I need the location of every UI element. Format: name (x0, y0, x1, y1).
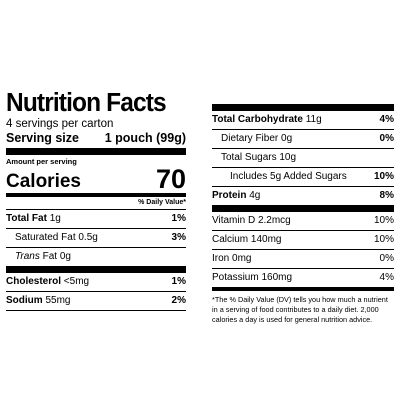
nutrient-amount: 0.5g (78, 232, 98, 243)
vitamin-row-potassium: Potassium 160mg 4% (212, 269, 394, 291)
nutrition-left-panel: Nutrition Facts 4 servings per carton Se… (6, 88, 186, 311)
nutrition-facts-title: Nutrition Facts (6, 89, 167, 117)
nutrient-dv: 4% (379, 114, 394, 125)
serving-size-value: 1 pouch (99g) (104, 131, 186, 145)
nutrient-row-total-carbohydrate: Total Carbohydrate 11g 4% (212, 104, 394, 130)
nutrient-amount: 55mg (45, 295, 71, 306)
nutrient-dv: 3% (171, 232, 186, 243)
vitamin-amount: 140mg (250, 234, 282, 245)
servings-per-container: 4 servings per carton (6, 118, 114, 130)
nutrient-dv: 1% (171, 213, 186, 224)
vitamin-name: Potassium (212, 272, 259, 283)
vitamin-dv: 4% (379, 272, 394, 283)
nutrient-dv: 8% (379, 190, 394, 201)
nutrient-row-total-fat: Total Fat 1g 1% (6, 210, 186, 229)
calories-row: Calories 70 (6, 166, 186, 197)
daily-value-header: % Daily Value* (6, 197, 186, 210)
nutrient-amount: 1g (49, 213, 61, 224)
nutrient-amount: Fat 0g (42, 251, 71, 262)
nutrient-dv: 2% (171, 295, 186, 306)
vitamin-name: Iron (212, 253, 230, 264)
nutrient-name: Sodium (6, 295, 43, 306)
nutrient-row-added-sugars: Includes 5g Added Sugars 10% (212, 168, 394, 187)
vitamin-name: Vitamin D (212, 215, 256, 226)
nutrient-row-total-sugars: Total Sugars 10g (212, 149, 394, 168)
calories-value: 70 (155, 164, 186, 194)
nutrient-row-trans-fat: Trans Fat 0g (6, 248, 186, 273)
nutrient-dv: 1% (171, 276, 186, 287)
vitamin-dv: 10% (373, 234, 394, 245)
vitamin-dv: 10% (373, 215, 394, 226)
nutrient-name: Total Carbohydrate (212, 114, 303, 125)
nutrient-name: Protein (212, 190, 247, 201)
nutrient-dv: 10% (373, 171, 394, 182)
nutrient-name: Dietary Fiber (221, 133, 279, 144)
nutrient-amount: 11g (305, 114, 322, 125)
calories-label: Calories (6, 171, 81, 192)
nutrient-row-saturated-fat: Saturated Fat 0.5g 3% (6, 229, 186, 248)
daily-value-footnote: *The % Daily Value (DV) tells you how mu… (212, 295, 388, 324)
nutrient-row-dietary-fiber: Dietary Fiber 0g 0% (212, 130, 394, 149)
nutrient-row-cholesterol: Cholesterol <5mg 1% (6, 273, 186, 292)
nutrient-row-sodium: Sodium 55mg 2% (6, 292, 186, 311)
nutrition-right-panel: Total Carbohydrate 11g 4% Dietary Fiber … (212, 104, 394, 325)
vitamin-amount: 0mg (232, 253, 252, 264)
nutrient-name: Trans (15, 251, 40, 262)
serving-size-label: Serving size (6, 131, 79, 145)
nutrient-name: Total Fat (6, 213, 47, 224)
nutrient-name: Saturated Fat (15, 232, 76, 243)
vitamin-row-calcium: Calcium 140mg 10% (212, 231, 394, 250)
vitamin-row-vitamin-d: Vitamin D 2.2mcg 10% (212, 212, 394, 231)
nutrient-amount: 4g (249, 190, 261, 201)
nutrient-name: Includes 5g Added Sugars (230, 171, 347, 182)
nutrient-name: Cholesterol (6, 276, 62, 287)
serving-size-row: Serving size 1 pouch (99g) (6, 131, 186, 155)
nutrient-name: Total Sugars (221, 152, 277, 163)
nutrient-dv: 0% (379, 133, 394, 144)
amount-per-serving: Amount per serving (6, 157, 77, 166)
vitamin-amount: 2.2mcg (257, 215, 291, 226)
vitamin-row-iron: Iron 0mg 0% (212, 250, 394, 269)
vitamin-name: Calcium (212, 234, 249, 245)
nutrient-amount: 0g (281, 133, 293, 144)
vitamin-amount: 160mg (261, 272, 293, 283)
nutrient-amount: <5mg (63, 276, 90, 287)
nutrient-row-protein: Protein 4g 8% (212, 187, 394, 212)
nutrient-amount: 10g (279, 152, 297, 163)
vitamin-dv: 0% (379, 253, 394, 264)
